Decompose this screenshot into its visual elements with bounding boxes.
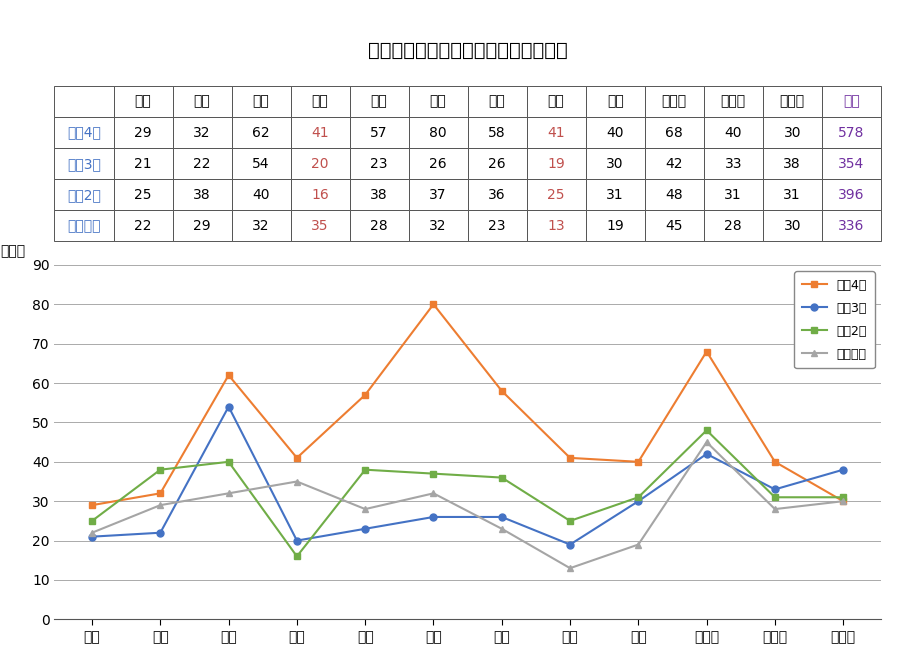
令和2年 (155, 466, 166, 474)
令和3年 (769, 486, 780, 494)
令和元年 (155, 501, 166, 509)
令和4年 (428, 300, 439, 308)
令和元年 (633, 541, 644, 549)
令和4年 (291, 454, 302, 462)
令和元年 (360, 505, 370, 513)
令和3年 (86, 533, 97, 541)
令和3年 (497, 513, 508, 521)
令和3年 (633, 498, 644, 505)
令和元年 (838, 498, 849, 505)
令和3年 (701, 450, 712, 458)
令和2年 (701, 426, 712, 434)
令和2年 (633, 494, 644, 501)
令和3年 (155, 529, 166, 537)
令和2年 (291, 552, 302, 560)
令和元年 (769, 505, 780, 513)
Legend: 令和4年, 令和3年, 令和2年, 令和元年: 令和4年, 令和3年, 令和2年, 令和元年 (794, 271, 874, 368)
令和元年 (701, 438, 712, 446)
令和4年 (769, 458, 780, 466)
令和4年 (565, 454, 576, 462)
令和元年 (497, 525, 508, 533)
令和2年 (565, 517, 576, 525)
Text: （人）: （人） (1, 244, 26, 258)
Text: アニサキス食中毒発生状況（患者数）: アニサキス食中毒発生状況（患者数） (368, 41, 568, 60)
令和元年 (428, 490, 439, 498)
令和元年 (86, 529, 97, 537)
令和4年 (360, 391, 370, 399)
令和4年 (633, 458, 644, 466)
Line: 令和元年: 令和元年 (89, 439, 846, 571)
令和2年 (769, 494, 780, 501)
令和4年 (497, 387, 508, 395)
令和2年 (428, 470, 439, 478)
令和3年 (565, 541, 576, 549)
令和4年 (838, 498, 849, 505)
令和2年 (86, 517, 97, 525)
令和4年 (701, 348, 712, 356)
令和元年 (565, 564, 576, 572)
令和2年 (223, 458, 234, 466)
令和3年 (360, 525, 370, 533)
令和4年 (86, 501, 97, 509)
令和3年 (838, 466, 849, 474)
令和元年 (223, 490, 234, 498)
令和元年 (291, 478, 302, 486)
令和2年 (360, 466, 370, 474)
令和3年 (428, 513, 439, 521)
Line: 令和4年: 令和4年 (89, 301, 846, 509)
令和4年 (155, 490, 166, 498)
令和3年 (291, 537, 302, 545)
令和2年 (497, 474, 508, 482)
令和4年 (223, 371, 234, 379)
令和3年 (223, 403, 234, 411)
令和2年 (838, 494, 849, 501)
Line: 令和3年: 令和3年 (89, 403, 846, 548)
Line: 令和2年: 令和2年 (89, 427, 846, 560)
